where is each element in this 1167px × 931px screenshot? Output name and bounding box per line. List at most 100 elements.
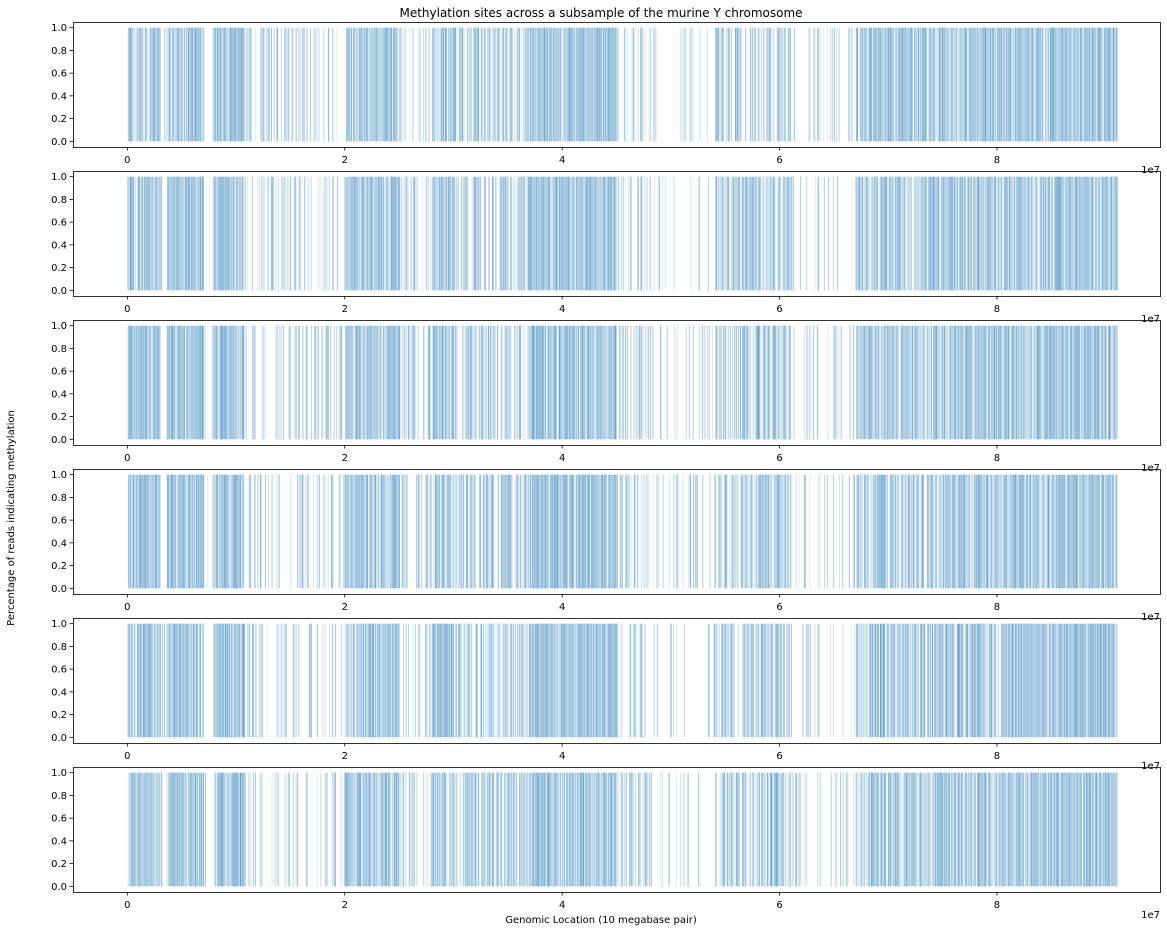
methylation-bar: [1070, 325, 1072, 440]
methylation-bar: [901, 325, 903, 440]
methylation-bar: [759, 27, 760, 142]
methylation-bar: [187, 474, 189, 589]
methylation-bar: [276, 325, 278, 440]
methylation-bar: [227, 325, 229, 440]
methylation-bar: [1075, 325, 1077, 440]
methylation-bar: [992, 176, 994, 291]
methylation-bar: [1014, 27, 1016, 142]
methylation-bar: [946, 325, 948, 440]
methylation-bar: [358, 623, 360, 738]
methylation-bar: [199, 325, 200, 440]
methylation-bar: [1081, 474, 1083, 589]
methylation-bar: [233, 176, 234, 291]
methylation-bar: [1104, 176, 1106, 291]
methylation-bar: [916, 474, 917, 589]
methylation-bar: [399, 27, 401, 142]
methylation-bar: [889, 325, 891, 440]
methylation-bar: [778, 27, 780, 142]
methylation-bar: [919, 325, 920, 440]
methylation-bar: [977, 176, 979, 291]
methylation-bar: [251, 27, 253, 142]
methylation-bar: [167, 325, 169, 440]
methylation-bar: [1022, 176, 1024, 291]
methylation-bar: [578, 474, 579, 589]
methylation-bar: [785, 325, 787, 440]
methylation-bar: [365, 623, 367, 738]
methylation-bar: [457, 27, 459, 142]
methylation-bar: [943, 474, 945, 589]
methylation-bar: [1082, 27, 1084, 142]
methylation-bar: [1040, 325, 1042, 440]
methylation-bar: [944, 176, 946, 291]
methylation-bar: [915, 27, 917, 142]
methylation-bar: [443, 325, 444, 440]
methylation-bar: [619, 325, 621, 440]
methylation-bar: [614, 176, 616, 291]
methylation-bar: [581, 623, 583, 738]
methylation-bar: [229, 27, 230, 142]
methylation-bar: [913, 27, 915, 142]
methylation-bar: [203, 176, 205, 291]
methylation-bar: [692, 325, 694, 440]
methylation-bar: [614, 27, 616, 142]
methylation-bar: [294, 623, 296, 738]
methylation-bar: [602, 623, 603, 738]
methylation-bar: [631, 27, 633, 142]
methylation-bar: [431, 176, 433, 291]
methylation-bar: [167, 623, 169, 738]
methylation-bar: [145, 325, 147, 440]
methylation-bar: [881, 474, 883, 589]
methylation-bar: [933, 474, 934, 589]
methylation-bar: [1105, 325, 1107, 440]
methylation-bar: [240, 27, 241, 142]
methylation-bar: [596, 176, 598, 291]
methylation-bar: [779, 474, 781, 589]
methylation-bar: [906, 27, 908, 142]
methylation-bar: [441, 176, 443, 291]
methylation-bar: [751, 176, 752, 291]
methylation-bar: [149, 623, 151, 738]
methylation-bar: [171, 27, 173, 142]
methylation-bar: [214, 325, 216, 440]
methylation-bar: [158, 623, 160, 738]
methylation-bar: [615, 176, 616, 291]
methylation-bar: [738, 176, 740, 291]
methylation-bar: [463, 27, 464, 142]
methylation-bar: [1032, 325, 1034, 440]
methylation-bar: [964, 27, 965, 142]
methylation-bar: [993, 474, 995, 589]
methylation-bar: [740, 27, 742, 142]
methylation-bar: [476, 176, 478, 291]
methylation-bar: [483, 474, 485, 589]
methylation-bar: [1087, 474, 1089, 589]
methylation-bar: [409, 27, 411, 142]
methylation-bar: [596, 325, 598, 440]
methylation-bar: [889, 474, 891, 589]
methylation-bar: [448, 27, 450, 142]
methylation-bar: [935, 325, 936, 440]
methylation-bar: [1073, 325, 1075, 440]
methylation-bar: [344, 325, 346, 440]
methylation-bar: [172, 623, 174, 738]
methylation-bar: [936, 474, 938, 589]
methylation-bar: [195, 325, 197, 440]
methylation-bar: [569, 176, 571, 291]
methylation-bar: [978, 474, 980, 589]
methylation-bar: [362, 623, 364, 738]
methylation-bar: [1039, 176, 1041, 291]
methylation-bar: [762, 325, 764, 440]
methylation-bar: [1096, 176, 1098, 291]
methylation-bar: [428, 27, 430, 142]
methylation-bar: [955, 325, 956, 440]
methylation-bar: [586, 623, 588, 738]
methylation-bar: [1035, 27, 1036, 142]
methylation-bar: [199, 623, 201, 738]
methylation-bar: [518, 176, 520, 291]
methylation-bar: [529, 474, 531, 589]
methylation-bar: [859, 325, 861, 440]
methylation-bar: [219, 474, 221, 589]
methylation-bar: [931, 176, 933, 291]
methylation-bar: [515, 176, 517, 291]
methylation-bar: [1078, 176, 1080, 291]
methylation-bar: [132, 27, 134, 142]
